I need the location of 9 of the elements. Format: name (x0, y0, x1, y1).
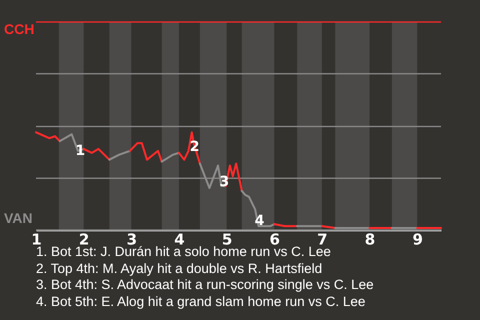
annotation: 1 (75, 142, 86, 159)
text: 3. Bot 4th: S. Advocaat hit a run-scoring single vs C. Lee (36, 277, 374, 294)
ref-line-label: VAN (4, 210, 33, 226)
ref-line-label: CCH (4, 21, 34, 37)
text: 4. Bot 5th: E. Alog hit a grand slam home run vs C. Lee (36, 294, 366, 310)
annotation: 4 (254, 213, 265, 230)
x-tick-label: 9 (412, 230, 423, 248)
text: 2. Top 4th: M. Ayaly hit a double vs R. Hartsfield (36, 260, 324, 277)
x-tick-label: 8 (364, 230, 376, 248)
